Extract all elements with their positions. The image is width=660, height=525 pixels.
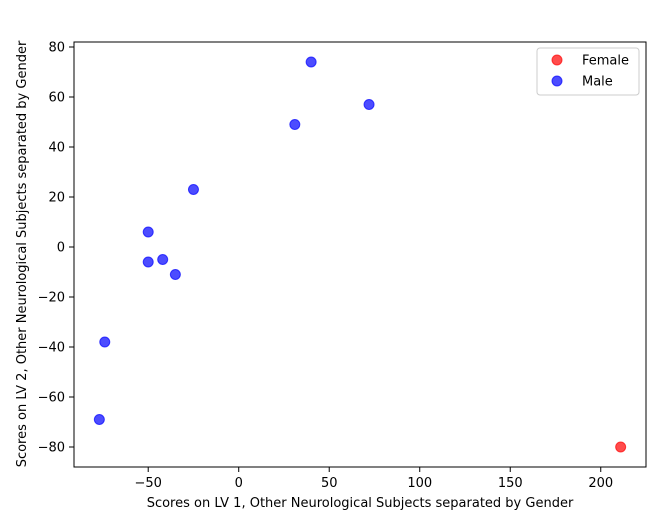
y-tick-label: 60 <box>48 91 65 106</box>
data-point-male <box>142 256 154 268</box>
legend: Female Male <box>536 47 640 96</box>
y-tick-label: −20 <box>38 291 65 306</box>
x-tick-label: 100 <box>407 476 432 491</box>
legend-box <box>536 47 640 96</box>
y-axis-ticks: −80 −60 −40 −20 0 20 40 60 80 <box>38 41 74 456</box>
y-tick-label: −60 <box>38 391 65 406</box>
legend-marker-male <box>551 75 563 87</box>
x-axis-ticks: −50 0 50 100 150 200 <box>134 467 613 491</box>
x-tick-label: 200 <box>588 476 613 491</box>
legend-label-male: Male <box>582 75 613 90</box>
data-point-male <box>99 336 111 348</box>
data-point-male <box>93 414 105 425</box>
plot-area <box>73 41 647 468</box>
y-tick-label: 20 <box>48 191 65 206</box>
data-point-female <box>615 441 627 453</box>
data-points <box>93 56 627 453</box>
data-point-male <box>289 119 301 130</box>
x-axis-label: Scores on LV 1, Other Neurological Subje… <box>147 496 574 511</box>
y-tick-label: −40 <box>38 341 65 356</box>
data-point-male <box>187 184 199 195</box>
x-tick-label: 50 <box>321 476 338 491</box>
y-tick-label: 40 <box>48 141 65 156</box>
y-tick-label: 80 <box>48 41 65 56</box>
x-tick-label: −50 <box>134 476 161 491</box>
x-tick-label: 150 <box>498 476 523 491</box>
legend-marker-female <box>551 54 563 66</box>
y-tick-label: −80 <box>38 441 65 456</box>
y-tick-label: 0 <box>57 241 65 256</box>
legend-label-female: Female <box>582 54 629 69</box>
y-axis-label: Scores on LV 2, Other Neurological Subje… <box>15 40 30 467</box>
data-point-male <box>305 56 317 68</box>
data-point-male <box>157 254 169 265</box>
x-tick-label: 0 <box>235 476 243 491</box>
data-point-male <box>142 226 154 238</box>
data-point-male <box>363 99 375 110</box>
data-point-male <box>169 269 181 280</box>
